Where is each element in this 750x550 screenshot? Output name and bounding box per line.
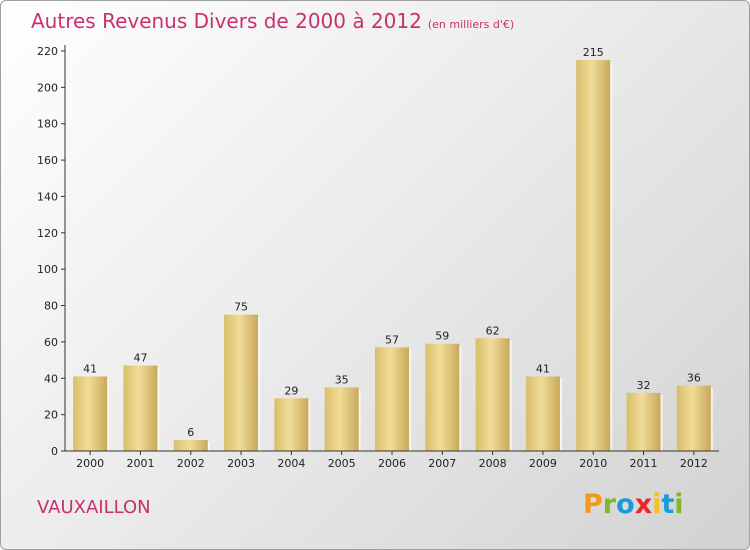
axes-layer: 0 20 40 60 80 100 120 140 160 180 200 220 2000 2001 20… bbox=[37, 45, 719, 470]
x-tick-label: 2008 bbox=[479, 457, 507, 470]
x-tick-label: 2006 bbox=[378, 457, 406, 470]
bar bbox=[324, 387, 359, 451]
chart-title-text: Autres Revenus Divers de 2000 à 2012 bbox=[31, 9, 422, 33]
value-label: 35 bbox=[335, 373, 349, 386]
y-tick-label: 0 bbox=[51, 445, 58, 458]
y-tick-label: 220 bbox=[37, 45, 58, 58]
bar bbox=[475, 338, 510, 451]
proxiti-logo: Proxiti bbox=[583, 489, 684, 520]
x-tick-label: 2011 bbox=[630, 457, 658, 470]
bar bbox=[173, 440, 208, 451]
x-tick-label: 2005 bbox=[328, 457, 356, 470]
x-tick-label: 2007 bbox=[428, 457, 456, 470]
bar bbox=[525, 376, 560, 451]
logo-letter: r bbox=[602, 489, 617, 520]
chart-unit: (en milliers d'€) bbox=[427, 18, 515, 31]
x-tick-label: 2001 bbox=[126, 457, 154, 470]
value-label: 62 bbox=[486, 324, 500, 337]
bar bbox=[274, 398, 309, 451]
chart-title: Autres Revenus Divers de 2000 à 2012 (en … bbox=[31, 9, 514, 33]
value-label: 215 bbox=[583, 46, 604, 59]
logo-letter: P bbox=[583, 489, 603, 520]
bar bbox=[626, 392, 661, 451]
value-label: 29 bbox=[284, 384, 298, 397]
y-tick-label: 80 bbox=[44, 300, 58, 313]
value-label: 32 bbox=[637, 379, 651, 392]
x-tick-label: 2009 bbox=[529, 457, 557, 470]
bars-layer: 41 47 6 75 29 35 57 59 62 41 215 32 36 bbox=[73, 46, 713, 451]
y-tick-label: 200 bbox=[37, 81, 58, 94]
value-label: 57 bbox=[385, 333, 399, 346]
y-tick-label: 140 bbox=[37, 190, 58, 203]
y-tick-label: 40 bbox=[44, 372, 58, 385]
value-label: 59 bbox=[435, 330, 449, 343]
bar bbox=[224, 314, 259, 451]
x-tick-label: 2003 bbox=[227, 457, 255, 470]
value-label: 36 bbox=[687, 372, 701, 385]
x-tick-label: 2012 bbox=[680, 457, 708, 470]
logo-letter: o bbox=[616, 489, 635, 520]
y-tick-label: 160 bbox=[37, 154, 58, 167]
bar bbox=[425, 343, 460, 451]
bar bbox=[73, 376, 108, 451]
logo-letter: i bbox=[652, 489, 662, 520]
y-tick-label: 60 bbox=[44, 336, 58, 349]
y-tick-label: 100 bbox=[37, 263, 58, 276]
value-label: 75 bbox=[234, 301, 248, 314]
value-label: 6 bbox=[187, 426, 194, 439]
logo-letter: i bbox=[674, 489, 684, 520]
logo-letter: x bbox=[634, 489, 653, 520]
y-tick-label: 20 bbox=[44, 409, 58, 422]
bar bbox=[375, 347, 409, 451]
bar bbox=[123, 365, 158, 451]
y-tick-label: 180 bbox=[37, 118, 58, 131]
value-label: 47 bbox=[133, 352, 147, 365]
value-label: 41 bbox=[536, 362, 550, 375]
x-tick-label: 2002 bbox=[177, 457, 205, 470]
x-tick-label: 2004 bbox=[277, 457, 305, 470]
x-tick-label: 2010 bbox=[579, 457, 607, 470]
logo-letter: t bbox=[661, 489, 675, 520]
bar bbox=[576, 60, 611, 451]
y-tick-label: 120 bbox=[37, 227, 58, 240]
bar bbox=[676, 385, 711, 451]
commune-name: VAUXAILLON bbox=[37, 497, 151, 518]
value-label: 41 bbox=[83, 362, 97, 375]
x-tick-label: 2000 bbox=[76, 457, 104, 470]
